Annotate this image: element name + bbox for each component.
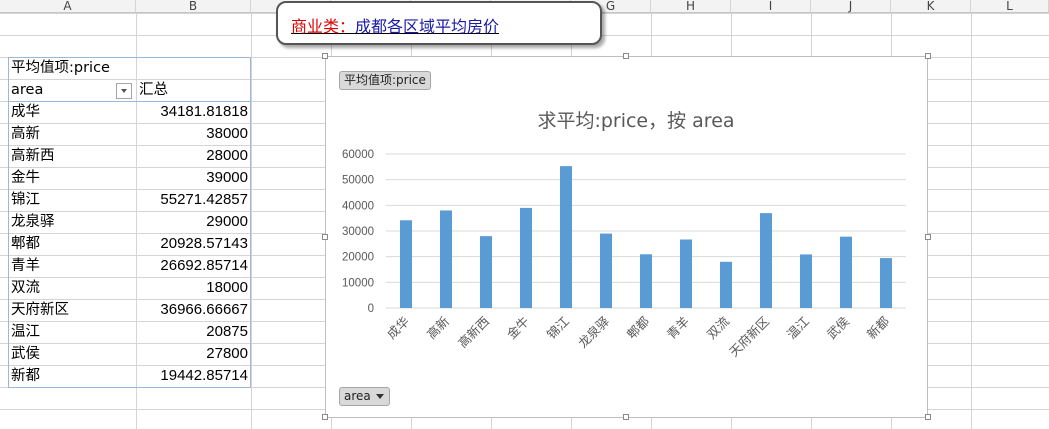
bar bbox=[680, 239, 692, 308]
pivot-total-header[interactable]: 汇总 bbox=[139, 82, 168, 98]
pivot-row-value[interactable]: 39000 bbox=[206, 169, 248, 186]
chart-axis-field-label: area bbox=[344, 389, 371, 403]
pivot-row-value[interactable]: 29000 bbox=[206, 213, 248, 230]
pivot-row-value[interactable]: 26692.85714 bbox=[160, 257, 248, 274]
column-header-l[interactable]: L bbox=[971, 0, 1049, 13]
pivot-row-area[interactable]: 新都 bbox=[11, 368, 40, 384]
x-tick-label: 天府新区 bbox=[726, 314, 772, 360]
pivot-row-value[interactable]: 27800 bbox=[206, 345, 248, 362]
x-tick-label: 高新 bbox=[424, 314, 452, 342]
x-tick-label: 新都 bbox=[864, 313, 893, 342]
pivot-row-value[interactable]: 18000 bbox=[206, 279, 248, 296]
bar-chart: 求平均:price，按 area 0 10000 20000 30000 40000 500… bbox=[342, 110, 906, 360]
pivot-row-area[interactable]: 金牛 bbox=[11, 170, 40, 186]
pivot-row-value[interactable]: 55271.42857 bbox=[160, 191, 248, 208]
x-tick-label: 龙泉驿 bbox=[575, 313, 612, 350]
y-tick-label: 40000 bbox=[342, 200, 374, 212]
y-tick-label: 50000 bbox=[342, 175, 374, 187]
x-tick-label: 郫都 bbox=[624, 313, 653, 342]
bar bbox=[760, 213, 772, 308]
bar bbox=[880, 258, 892, 308]
y-tick-label: 20000 bbox=[342, 252, 374, 264]
pivot-filter-dropdown[interactable] bbox=[116, 83, 132, 99]
pivot-row-area[interactable]: 温江 bbox=[11, 324, 40, 340]
pivot-row-value[interactable]: 20928.57143 bbox=[160, 235, 248, 252]
bar bbox=[480, 236, 492, 308]
resize-handle-top-left[interactable] bbox=[322, 53, 328, 59]
pivot-row-value[interactable]: 38000 bbox=[206, 125, 248, 142]
pivot-row-area[interactable]: 郫都 bbox=[11, 236, 40, 252]
pivot-row-value[interactable]: 19442.85714 bbox=[160, 367, 248, 384]
x-tick-label: 青羊 bbox=[664, 314, 692, 342]
bar bbox=[400, 220, 412, 308]
column-header-h[interactable]: H bbox=[651, 0, 731, 13]
bar bbox=[840, 236, 852, 308]
x-tick-label: 金牛 bbox=[504, 314, 532, 342]
callout-text: 商业类：成都各区域平均房价 bbox=[291, 13, 499, 37]
resize-handle-right[interactable] bbox=[925, 234, 931, 240]
x-tick-label: 高新西 bbox=[455, 314, 492, 351]
x-tick-label: 武侯 bbox=[824, 313, 853, 342]
x-tick-label: 成华 bbox=[384, 314, 412, 342]
x-tick-label: 温江 bbox=[784, 314, 812, 342]
bar bbox=[520, 207, 532, 308]
pivot-row-value[interactable]: 36966.66667 bbox=[160, 301, 248, 318]
resize-handle-left[interactable] bbox=[322, 234, 328, 240]
pivot-value-label[interactable]: 平均值项:price bbox=[11, 60, 110, 76]
bar bbox=[560, 166, 572, 308]
pivot-row-header[interactable]: area bbox=[11, 82, 44, 98]
y-tick-label: 10000 bbox=[342, 277, 374, 289]
column-header-a[interactable]: A bbox=[0, 0, 136, 13]
resize-handle-bottom-left[interactable] bbox=[322, 414, 328, 420]
resize-handle-top-right[interactable] bbox=[925, 53, 931, 59]
chart-axis-field-button[interactable]: area bbox=[339, 387, 390, 406]
pivot-row-area[interactable]: 成华 bbox=[11, 104, 40, 120]
bar bbox=[800, 254, 812, 308]
column-header-j[interactable]: J bbox=[811, 0, 891, 13]
x-tick-label: 锦江 bbox=[544, 314, 572, 342]
y-tick-label: 60000 bbox=[342, 149, 374, 161]
chart-value-field-button[interactable]: 平均值项:price bbox=[339, 71, 431, 90]
bar bbox=[600, 233, 612, 308]
pivot-row-value[interactable]: 28000 bbox=[206, 147, 248, 164]
chart-title: 求平均:price，按 area bbox=[537, 110, 734, 132]
bar bbox=[720, 261, 732, 308]
y-tick-label: 30000 bbox=[342, 226, 374, 238]
pivot-row-area[interactable]: 双流 bbox=[11, 280, 40, 296]
callout-title: 成都各区域平均房价 bbox=[355, 17, 500, 36]
column-header-k[interactable]: K bbox=[891, 0, 971, 13]
pivot-row-area[interactable]: 高新西 bbox=[11, 148, 55, 164]
pivot-row-value[interactable]: 34181.81818 bbox=[160, 103, 248, 120]
pivot-row-area[interactable]: 天府新区 bbox=[11, 302, 69, 318]
y-tick-label: 0 bbox=[368, 303, 374, 315]
pivot-row-area[interactable]: 武侯 bbox=[11, 346, 40, 362]
pivot-row-area[interactable]: 锦江 bbox=[11, 192, 40, 208]
x-tick-label: 双流 bbox=[704, 313, 733, 342]
bar bbox=[640, 254, 652, 308]
resize-handle-bottom[interactable] bbox=[623, 414, 629, 420]
column-header-b[interactable]: B bbox=[136, 0, 251, 13]
pivot-row-area[interactable]: 龙泉驿 bbox=[11, 214, 55, 230]
pivot-chart[interactable]: 平均值项:price area 求平均:price，按 area 0 10000 20… bbox=[325, 56, 928, 418]
resize-handle-top[interactable] bbox=[623, 53, 629, 59]
callout-prefix: 商业类： bbox=[291, 17, 356, 36]
pivot-row-area[interactable]: 高新 bbox=[11, 126, 40, 142]
bar bbox=[440, 210, 452, 308]
chevron-down-icon bbox=[375, 394, 384, 399]
title-callout[interactable]: 商业类：成都各区域平均房价 bbox=[276, 1, 602, 45]
pivot-row-area[interactable]: 青羊 bbox=[11, 258, 40, 274]
pivot-row-value[interactable]: 20875 bbox=[206, 323, 248, 340]
column-header-i[interactable]: I bbox=[731, 0, 811, 13]
resize-handle-bottom-right[interactable] bbox=[925, 414, 931, 420]
